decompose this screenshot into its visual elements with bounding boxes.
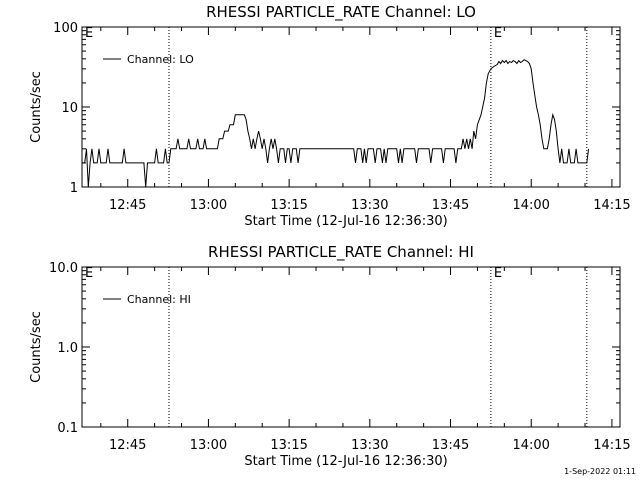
x-tick-label: 13:45 bbox=[432, 438, 469, 453]
x-tick-label: 13:15 bbox=[270, 438, 307, 453]
y-tick-label: 10.0 bbox=[49, 261, 78, 276]
event-marker-label: E bbox=[85, 266, 93, 281]
x-tick-label: 12:45 bbox=[109, 198, 146, 213]
event-marker-label: E bbox=[85, 26, 93, 41]
x-tick-label: 14:15 bbox=[593, 198, 630, 213]
x-tick-label: 12:45 bbox=[109, 438, 146, 453]
y-axis-label: Counts/sec bbox=[29, 71, 44, 143]
chart-panel-1: RHESSI PARTICLE_RATE Channel: LO 1 10 100 12… bbox=[29, 3, 631, 229]
x-tick-label: 13:00 bbox=[190, 198, 227, 213]
chart-title: RHESSI PARTICLE_RATE Channel: LO bbox=[206, 3, 476, 22]
x-tick-label: 13:00 bbox=[190, 438, 227, 453]
y-tick-label: 100 bbox=[53, 21, 78, 36]
x-axis-label: Start Time (12-Jul-16 12:36:30) bbox=[244, 454, 447, 469]
plot-frame bbox=[81, 266, 621, 428]
y-axis-label: Counts/sec bbox=[29, 311, 44, 383]
series-line-1 bbox=[82, 59, 590, 188]
legend-label: Channel: HI bbox=[127, 293, 191, 306]
event-marker-label: E bbox=[494, 26, 502, 41]
event-marker-label: E bbox=[494, 266, 502, 281]
x-tick-label: 14:00 bbox=[512, 198, 549, 213]
x-tick-label: 13:30 bbox=[351, 438, 388, 453]
y-tick-label: 1.0 bbox=[57, 341, 78, 356]
y-tick-label: 10 bbox=[61, 101, 78, 116]
x-tick-label: 13:30 bbox=[351, 198, 388, 213]
y-tick-label: 1 bbox=[70, 181, 78, 196]
x-tick-label: 13:15 bbox=[270, 198, 307, 213]
chart-title: RHESSI PARTICLE_RATE Channel: HI bbox=[208, 243, 474, 262]
x-tick-label: 13:45 bbox=[432, 198, 469, 213]
legend-label: Channel: LO bbox=[127, 53, 194, 66]
x-axis-label: Start Time (12-Jul-16 12:36:30) bbox=[244, 214, 447, 229]
x-tick-label: 14:15 bbox=[593, 438, 630, 453]
y-tick-label: 0.1 bbox=[57, 421, 78, 436]
generation-timestamp: 1-Sep-2022 01:11 bbox=[564, 467, 636, 476]
chart-panel-2: RHESSI PARTICLE_RATE Channel: HI 0.1 1.0 10… bbox=[29, 243, 631, 469]
x-tick-label: 14:00 bbox=[512, 438, 549, 453]
